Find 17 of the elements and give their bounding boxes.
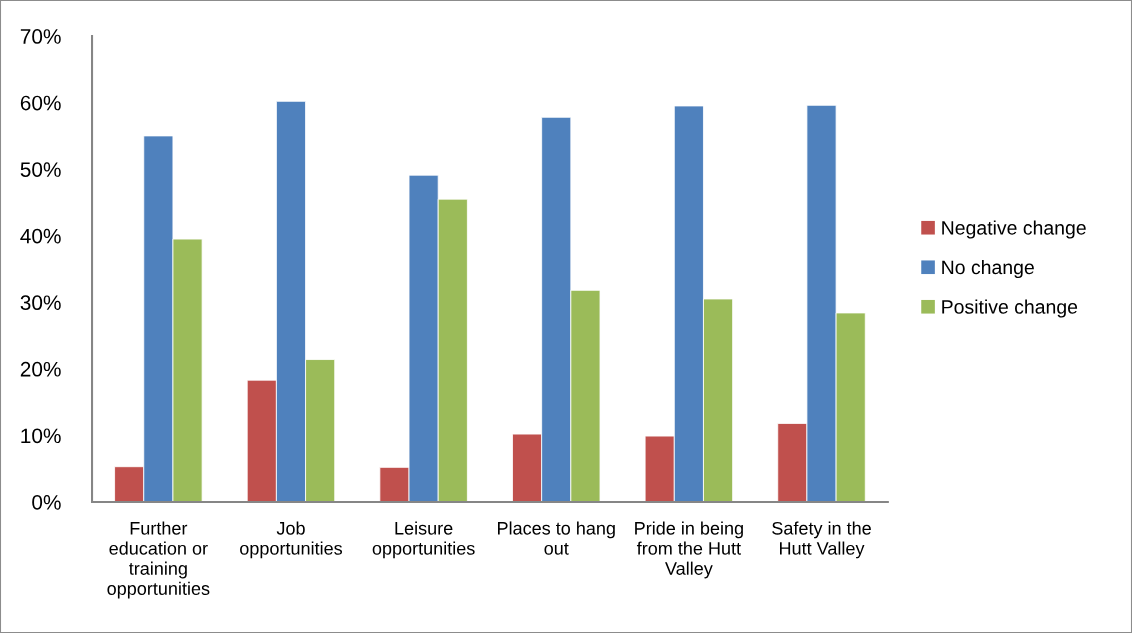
y-tick-label: 50% xyxy=(20,162,61,177)
y-tick-label: 60% xyxy=(20,95,61,111)
x-tick-label: Job opportunities xyxy=(240,521,343,559)
y-tick-label: 10% xyxy=(21,428,61,444)
x-tick-label: Places to hang out xyxy=(498,521,615,555)
x-tick-label: Further education or training opportunities xyxy=(107,521,210,599)
y-tick-label: 30% xyxy=(20,295,61,311)
legend-label: No change xyxy=(942,259,1034,279)
y-tick-label: 20% xyxy=(20,361,61,377)
x-tick-label: Leisure opportunities xyxy=(372,521,475,559)
legend-label: Negative change xyxy=(942,220,1086,239)
x-tick-label: Safety in the Hutt Valley xyxy=(772,521,871,559)
y-tick-label: 70% xyxy=(20,29,61,44)
y-tick-label: 40% xyxy=(20,228,61,244)
x-tick-label: Pride in being from the Hutt Valley xyxy=(635,521,743,579)
legend-label: Positive change xyxy=(942,299,1078,318)
y-tick-label: 0% xyxy=(32,494,61,510)
